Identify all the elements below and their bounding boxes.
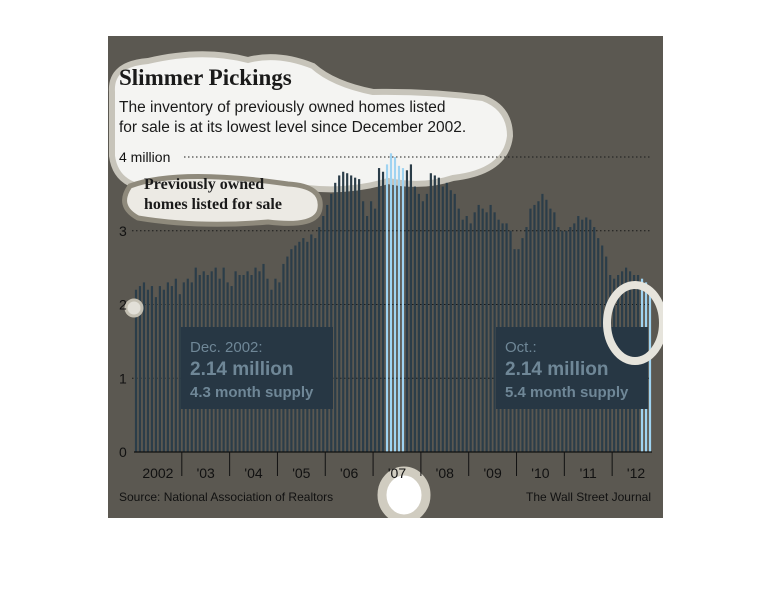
x-tick-label-9: '11	[580, 465, 597, 481]
annotation-date-oct: Oct.:	[505, 339, 537, 356]
bar	[421, 201, 424, 452]
bar	[409, 164, 413, 453]
annotation-box-2002	[181, 327, 333, 409]
highlight-ring-start	[124, 298, 144, 318]
bar	[541, 193, 544, 453]
label-highlight	[122, 173, 323, 227]
x-tick-label-7: '09	[483, 465, 501, 481]
annotation-supply-oct: 5.4 month supply	[505, 384, 629, 401]
bar	[417, 193, 420, 453]
bar	[170, 286, 173, 452]
bar	[393, 157, 397, 452]
bar	[489, 204, 492, 452]
bar	[134, 289, 138, 452]
credit-note: The Wall Street Journal	[526, 490, 651, 504]
y-axis-ticks: 0 1 2 3 4 million	[119, 149, 170, 460]
bar	[441, 186, 444, 452]
bar	[342, 171, 345, 452]
bar	[358, 179, 361, 453]
bar	[142, 282, 146, 453]
bar	[433, 175, 436, 452]
y-tick-label-1: 1	[119, 370, 127, 386]
bar	[346, 173, 349, 453]
x-tick-label-6: '08	[436, 465, 454, 481]
bar	[413, 186, 417, 452]
y-tick-label-top: 4 million	[119, 149, 170, 165]
bar	[369, 201, 373, 452]
bar	[330, 193, 333, 453]
bar	[174, 278, 177, 452]
x-tick-label-10: '12	[627, 465, 645, 481]
chart-subtitle-line-2: for sale is at its lowest level since De…	[119, 119, 466, 136]
y-tick-label-2: 2	[119, 297, 127, 313]
bar	[338, 175, 341, 452]
chart-svg: Dec. 2002: 2.14 million 4.3 month supply…	[108, 36, 663, 518]
highlight-ring-axis	[377, 466, 431, 518]
bar	[150, 286, 154, 452]
x-tick-label-4: '06	[340, 465, 358, 481]
bar	[162, 289, 165, 452]
x-axis-ticks: 2002 '03 '04 '05 '06 '07 '08 '09 '10 '11 '12	[142, 452, 645, 481]
chart-figure: Dec. 2002: 2.14 million 4.3 month supply…	[108, 36, 663, 518]
bar	[477, 204, 480, 452]
bar	[425, 193, 428, 453]
bar	[350, 175, 353, 452]
bar	[537, 201, 540, 452]
highlight-ring-end	[603, 281, 663, 365]
bar	[138, 286, 142, 452]
bar	[373, 208, 377, 453]
bar	[449, 190, 452, 452]
x-tick-label-2: '04	[244, 465, 262, 481]
bar	[405, 170, 409, 452]
bar	[485, 212, 488, 452]
annotation-box-oct	[496, 327, 648, 409]
source-note: Source: National Association of Realtors	[119, 490, 333, 504]
bar	[648, 294, 652, 452]
x-tick-label-5: '07	[388, 465, 406, 481]
bar	[465, 216, 468, 452]
bar	[397, 165, 401, 452]
bar	[178, 294, 181, 452]
bar	[457, 208, 460, 453]
bar	[362, 201, 365, 452]
annotation-supply-2002: 4.3 month supply	[190, 384, 314, 401]
y-tick-label-0: 0	[119, 444, 127, 460]
annotation-value-oct: 2.14 million	[505, 359, 608, 380]
bar	[366, 216, 369, 452]
x-tick-label-1: '03	[197, 465, 215, 481]
bar	[429, 173, 432, 453]
bar	[493, 212, 496, 452]
series-label-line-2: homes listed for sale	[144, 196, 282, 213]
bar	[354, 177, 357, 452]
bar	[381, 171, 385, 452]
bar	[461, 219, 464, 452]
bar	[481, 208, 484, 453]
bar	[437, 177, 440, 452]
bar	[401, 168, 405, 452]
bar	[154, 297, 158, 453]
annotation-value-2002: 2.14 million	[190, 359, 293, 380]
bar	[445, 182, 448, 452]
bar	[453, 193, 456, 453]
bar	[377, 168, 381, 452]
bar	[545, 199, 548, 452]
bar	[473, 212, 476, 452]
bar	[158, 286, 161, 452]
bar	[469, 223, 472, 453]
chart-title: Slimmer Pickings	[119, 65, 292, 90]
x-tick-label-3: '05	[292, 465, 310, 481]
series-label-line-1: Previously owned	[144, 176, 264, 193]
bar	[385, 164, 389, 453]
x-tick-label-8: '10	[531, 465, 549, 481]
bar	[146, 289, 150, 452]
chart-subtitle-line-1: The inventory of previously owned homes …	[119, 99, 446, 116]
bar	[334, 182, 337, 452]
y-tick-label-3: 3	[119, 223, 127, 239]
x-tick-label-0: 2002	[142, 465, 173, 481]
bar	[166, 282, 169, 453]
bar	[389, 153, 393, 452]
annotation-date-2002: Dec. 2002:	[190, 339, 263, 356]
